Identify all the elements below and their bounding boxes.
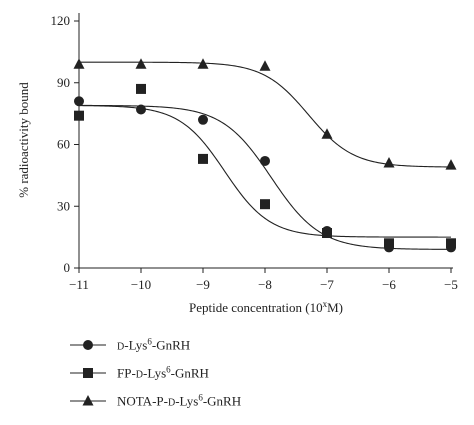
square-point: [136, 83, 146, 94]
legend-label-part: -GnRH: [152, 338, 190, 353]
y-tick-label: 90: [57, 75, 70, 90]
y-axis-label: % radioactivity bound: [16, 82, 31, 198]
y-tick-label: 120: [51, 13, 71, 28]
circle-point: [198, 114, 208, 125]
square-point: [384, 238, 394, 249]
x-tick-label: −6: [382, 277, 396, 292]
x-axis-label: Peptide concentration (10xM): [189, 299, 343, 315]
fit-curve: [78, 105, 451, 238]
legend-label-part: FP-: [117, 366, 136, 381]
square-point: [322, 228, 332, 239]
legend-label: NOTA-P-D-Lys6-GnRH: [117, 393, 241, 409]
triangle-point: [73, 58, 85, 69]
fit-curve: [79, 61, 452, 168]
legend-label: FP-D-Lys6-GnRH: [117, 365, 209, 381]
legend-label-part: D: [117, 342, 124, 353]
x-axis-label-unit: M): [327, 300, 343, 315]
fit-curves: [78, 61, 452, 250]
legend-label-part: NOTA-P-: [117, 394, 168, 409]
triangle-point: [383, 157, 395, 168]
legend-label-part: 6: [147, 337, 152, 347]
legend-label-part: 6: [198, 393, 203, 403]
legend-label-part: -GnRH: [203, 394, 241, 409]
triangle-point: [259, 60, 271, 71]
axes: 0 30 60 90 120 −11 −10 −9 −8 −7 −6 −5: [51, 13, 458, 292]
y-tick-label: 30: [57, 198, 70, 213]
legend-label-part: 6: [166, 365, 171, 375]
square-point: [446, 238, 456, 249]
x-tick-label: −11: [69, 277, 89, 292]
legend-triangle-marker: [82, 395, 94, 406]
x-tick-label: −8: [258, 277, 272, 292]
triangle-point: [445, 159, 457, 170]
x-tick-label: −9: [196, 277, 210, 292]
triangle-point: [135, 58, 147, 69]
legend-square-marker: [83, 368, 93, 378]
x-axis-label-main: Peptide concentration (10: [189, 300, 323, 315]
triangle-point: [197, 58, 209, 69]
circle-point: [74, 96, 84, 107]
legend-label-part: D: [136, 370, 143, 381]
square-point: [198, 153, 208, 164]
triangle-point: [321, 128, 333, 139]
legend: D-Lys6-GnRHFP-D-Lys6-GnRHNOTA-P-D-Lys6-G…: [70, 337, 241, 409]
legend-label-part: -Lys: [175, 394, 198, 409]
legend-label: D-Lys6-GnRH: [117, 337, 190, 353]
fit-curve: [79, 104, 451, 250]
square-point: [260, 199, 270, 210]
legend-label-part: -GnRH: [171, 366, 209, 381]
x-tick-label: −5: [444, 277, 458, 292]
x-tick-label: −7: [320, 277, 334, 292]
legend-label-part: -Lys: [143, 366, 166, 381]
legend-circle-marker: [83, 340, 93, 350]
x-axis-label-sup: x: [323, 299, 328, 309]
circle-point: [136, 104, 146, 115]
x-tick-label: −10: [131, 277, 151, 292]
y-tick-label: 0: [64, 260, 71, 275]
legend-label-part: -Lys: [124, 338, 147, 353]
circle-point: [260, 155, 270, 166]
square-point: [74, 110, 84, 121]
legend-label-part: D: [168, 398, 175, 409]
y-tick-label: 60: [57, 137, 70, 152]
data-points: [73, 58, 457, 253]
